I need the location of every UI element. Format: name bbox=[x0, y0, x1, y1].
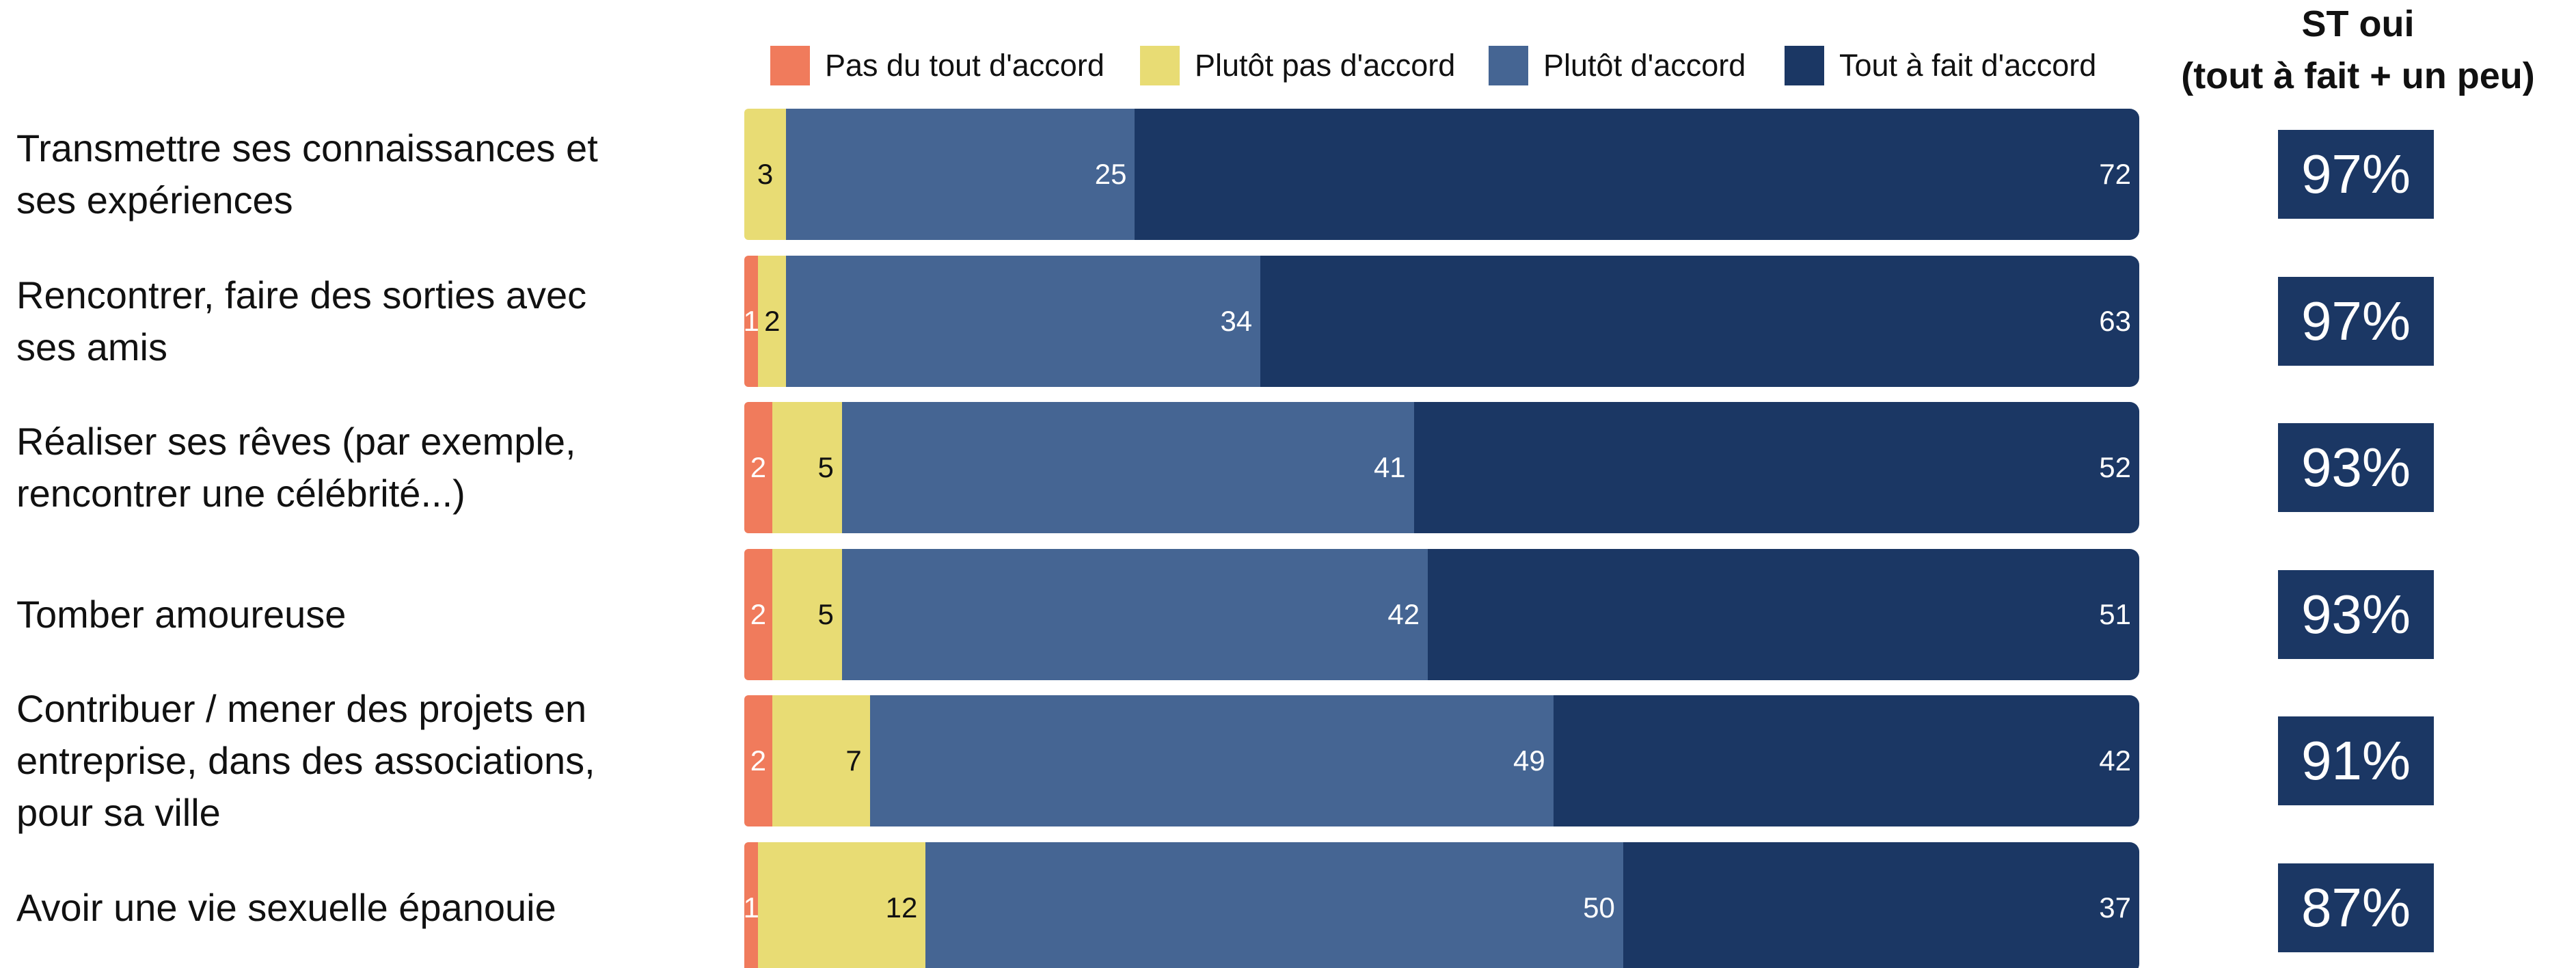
bar-segment: 34 bbox=[786, 255, 1261, 387]
bar-segment: 52 bbox=[1413, 402, 2139, 533]
bar-segment: 42 bbox=[1553, 695, 2139, 826]
value-label: 72 bbox=[2099, 158, 2131, 190]
value-label: 42 bbox=[2099, 744, 2131, 777]
value-label: 42 bbox=[1387, 597, 1420, 630]
bar-segment: 2 bbox=[744, 402, 772, 533]
category-label: Tomber amoureuse bbox=[16, 592, 347, 636]
value-label: 5 bbox=[817, 597, 834, 630]
total-box: 93% bbox=[2278, 423, 2434, 512]
value-label: 12 bbox=[885, 891, 918, 924]
legend-item: Pas du tout d'accord bbox=[770, 46, 1104, 85]
totals-title: ST oui bbox=[2301, 3, 2415, 44]
bar-segment: 50 bbox=[925, 842, 1623, 968]
legend-swatch bbox=[770, 46, 810, 85]
bar-segment: 37 bbox=[1623, 842, 2139, 968]
bar-segment: 63 bbox=[1260, 255, 2139, 387]
legend-item: Plutôt pas d'accord bbox=[1140, 46, 1455, 85]
bar-segment: 2 bbox=[758, 255, 787, 387]
legend-item: Plutôt d'accord bbox=[1489, 46, 1746, 85]
value-label: 5 bbox=[817, 451, 834, 483]
value-label: 2 bbox=[750, 451, 767, 483]
category-label: Transmettre ses connaissances et ses exp… bbox=[16, 126, 598, 221]
bar-segment: 51 bbox=[1428, 548, 2139, 680]
bar-segment: 5 bbox=[772, 402, 842, 533]
legend-label: Plutôt pas d'accord bbox=[1195, 48, 1456, 83]
value-label: 51 bbox=[2099, 597, 2131, 630]
value-label: 50 bbox=[1583, 891, 1615, 924]
legend-swatch bbox=[1489, 46, 1528, 85]
total-box: 91% bbox=[2278, 716, 2434, 805]
value-label: 7 bbox=[845, 744, 862, 777]
bar-segment: 2 bbox=[744, 695, 772, 826]
total-box: 87% bbox=[2278, 863, 2434, 952]
value-label: 25 bbox=[1094, 158, 1127, 190]
value-label: 41 bbox=[1373, 451, 1406, 483]
category-label: Contribuer / mener des projets en entrep… bbox=[16, 687, 595, 834]
value-label: 63 bbox=[2099, 304, 2131, 337]
bar-segment: 41 bbox=[841, 402, 1414, 533]
legend-swatch bbox=[1140, 46, 1180, 85]
bar-segment: 49 bbox=[869, 695, 1554, 826]
value-label: 37 bbox=[2099, 891, 2131, 924]
legend-swatch bbox=[1785, 46, 1824, 85]
legend-item: Tout à fait d'accord bbox=[1785, 46, 2096, 85]
bar-segment: 1 bbox=[743, 255, 759, 387]
value-label: 3 bbox=[757, 158, 774, 190]
bar-segment: 72 bbox=[1135, 109, 2139, 240]
category-label: Rencontrer, faire des sorties avec ses a… bbox=[16, 273, 587, 368]
category-label: Réaliser ses rêves (par exemple, rencont… bbox=[16, 420, 576, 515]
category-label: Avoir une vie sexuelle épanouie bbox=[16, 885, 556, 929]
value-label: 49 bbox=[1513, 744, 1545, 777]
bar-segment: 42 bbox=[841, 548, 1428, 680]
value-label: 1 bbox=[743, 891, 759, 924]
legend-label: Plutôt d'accord bbox=[1543, 48, 1746, 83]
value-label: 1 bbox=[743, 304, 759, 337]
value-label: 52 bbox=[2099, 451, 2131, 483]
total-box: 93% bbox=[2278, 569, 2434, 659]
totals-subtitle: (tout à fait + un peu) bbox=[2181, 55, 2535, 96]
value-label: 2 bbox=[750, 597, 767, 630]
bar-segment: 5 bbox=[772, 548, 842, 680]
total-box: 97% bbox=[2278, 276, 2434, 366]
legend-label: Pas du tout d'accord bbox=[825, 48, 1104, 83]
value-label: 2 bbox=[750, 744, 767, 777]
bar-segment: 1 bbox=[743, 842, 759, 968]
bar-segment: 7 bbox=[772, 695, 870, 826]
bar-segment: 25 bbox=[786, 109, 1135, 240]
legend-label: Tout à fait d'accord bbox=[1839, 48, 2097, 83]
total-box: 97% bbox=[2278, 130, 2434, 219]
bar-segment: 3 bbox=[744, 109, 787, 240]
bar-segment: 12 bbox=[758, 842, 926, 968]
value-label: 34 bbox=[1220, 304, 1253, 337]
value-label: 2 bbox=[764, 304, 781, 337]
bar-segment: 2 bbox=[744, 548, 772, 680]
